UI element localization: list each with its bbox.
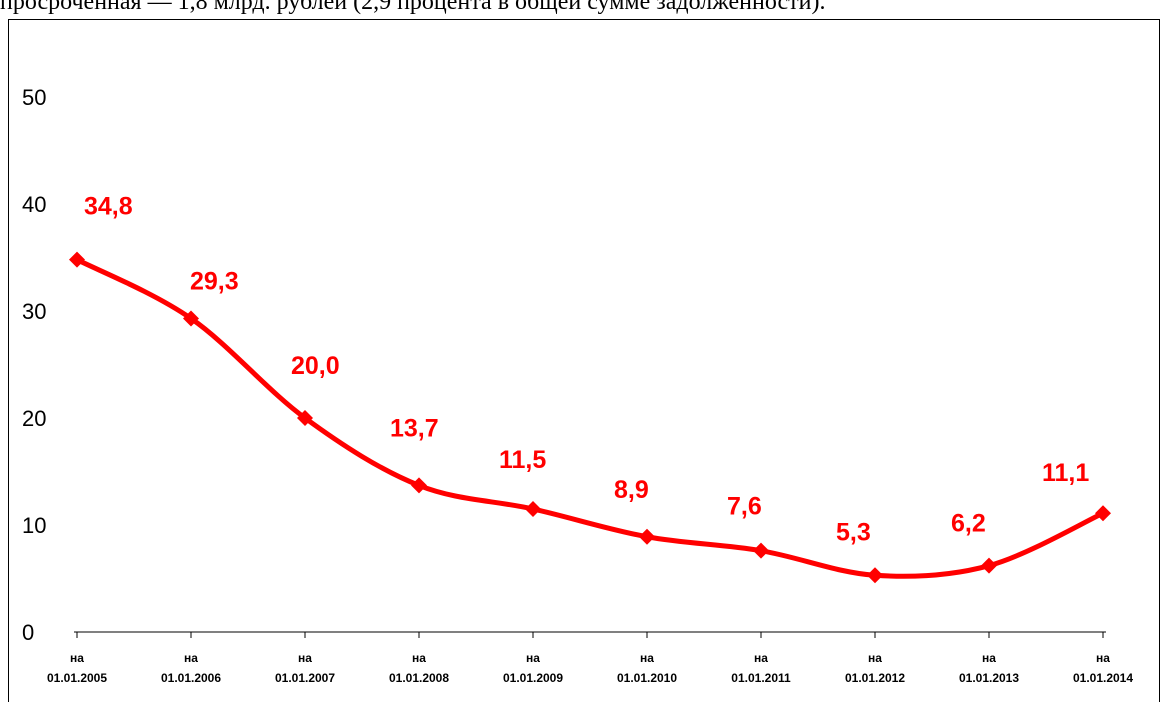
data-point	[183, 310, 199, 327]
x-tick-label: на 01.01.2007	[275, 651, 335, 685]
data-label: 11,1	[1042, 459, 1089, 487]
data-point	[639, 528, 655, 545]
data-point	[525, 500, 541, 517]
data-point	[69, 251, 85, 268]
y-tick-label: 0	[22, 620, 34, 645]
x-tick-label: на 01.01.2006	[161, 651, 221, 685]
chart-frame	[8, 19, 1160, 702]
data-point	[981, 557, 997, 574]
x-tick-label: на 01.01.2005	[47, 651, 107, 685]
x-axis-tick-labels: на 01.01.2005 на 01.01.2006 на 01.01.2007 на 01…	[47, 651, 1133, 685]
x-tick-label: на 01.01.2008	[389, 651, 449, 685]
data-point	[411, 477, 427, 494]
x-tick-label: на 01.01.2014	[1073, 651, 1133, 685]
y-tick-label: 10	[22, 513, 46, 538]
data-point	[297, 410, 313, 426]
data-labels: 34,8 29,3 20,0 13,7 11,5 8,9 7,6 5,3 6,2 11,1	[84, 193, 1089, 547]
x-tick-label: на 01.01.2013	[959, 651, 1019, 685]
data-points	[69, 251, 1111, 584]
data-label: 20,0	[291, 352, 340, 380]
x-tick-label: на 01.01.2009	[503, 651, 563, 685]
y-tick-label: 30	[22, 299, 46, 324]
data-label: 5,3	[836, 518, 871, 546]
series-line	[74, 257, 1106, 579]
x-tick-label: на 01.01.2012	[845, 651, 905, 685]
data-label: 8,9	[614, 476, 649, 504]
data-label: 34,8	[84, 193, 133, 221]
data-label: 7,6	[727, 493, 762, 521]
x-tick-label: на 01.01.2011	[731, 651, 791, 685]
y-axis-ticks: 0 10 20 30 40 50	[22, 85, 46, 645]
data-label: 29,3	[190, 267, 239, 295]
x-axis-tick-marks	[76, 632, 1104, 638]
data-point	[753, 542, 769, 559]
x-tick-label: на 01.01.2010	[617, 651, 677, 685]
y-tick-label: 20	[22, 406, 46, 431]
data-label: 11,5	[499, 446, 546, 474]
data-label: 13,7	[390, 414, 439, 442]
y-tick-label: 40	[22, 192, 46, 217]
y-tick-label: 50	[22, 85, 46, 110]
data-point	[1095, 505, 1111, 522]
data-point	[867, 567, 883, 584]
data-label: 6,2	[951, 510, 986, 538]
header-text: просроченная — 1,8 млрд. рублей (2,9 про…	[0, 0, 826, 15]
